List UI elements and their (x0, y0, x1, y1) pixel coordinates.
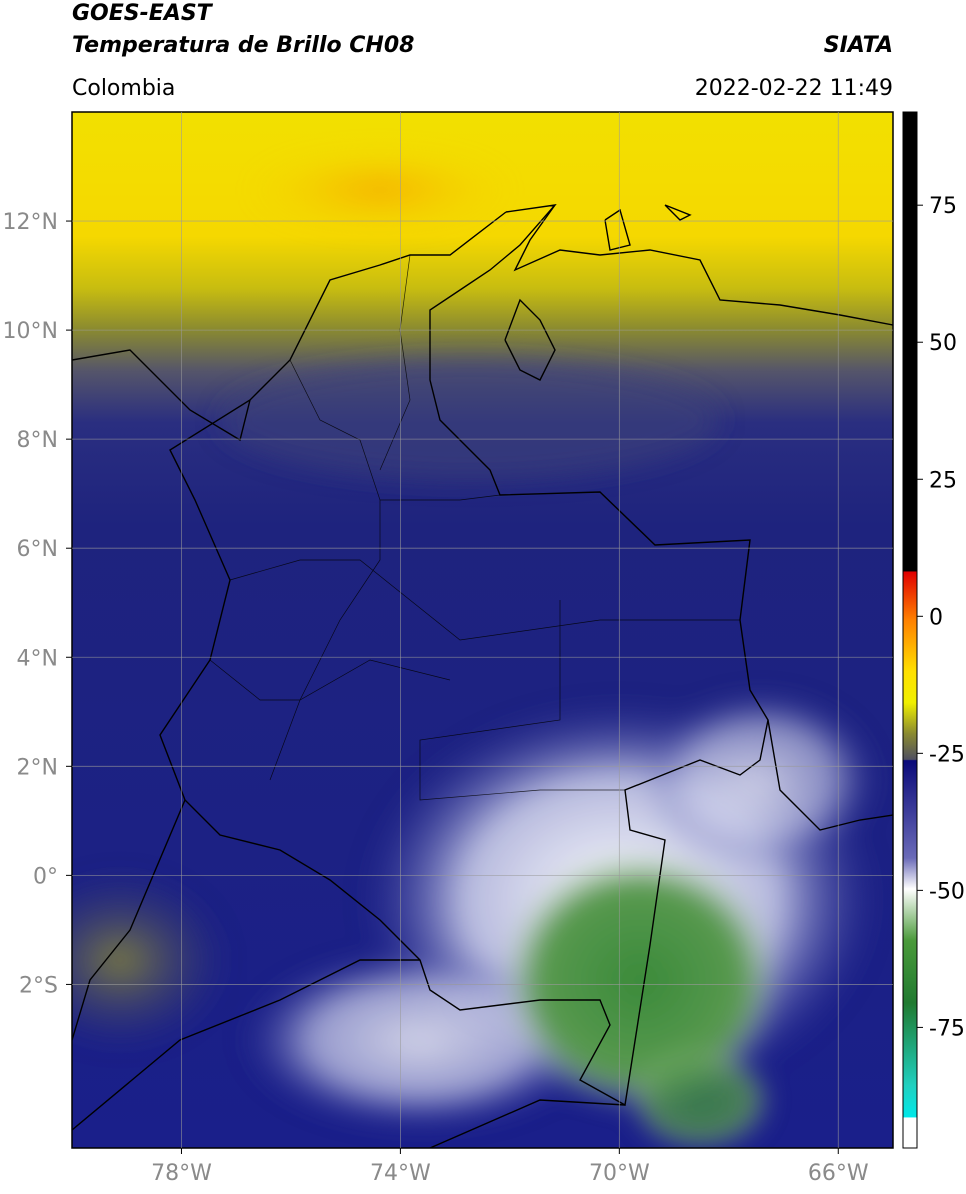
source: SIATA (824, 33, 893, 58)
y-tick-label: 12°N (3, 210, 58, 235)
axis-ticks: 78°W 74°W 70°W 66°W 12°N 10°N 8°N 6°N 4°N 2°N 0° 2°… (3, 194, 965, 1186)
colorbar-tick-label: 0 (929, 605, 943, 630)
region: Colombia (72, 76, 175, 101)
y-tick-label: 2°S (19, 973, 58, 998)
x-tick-label: 74°W (370, 1161, 431, 1186)
y-tick-label: 2°N (17, 755, 58, 780)
colorbar-tick-label: -75 (929, 1016, 965, 1041)
colorbar-tick-label: 50 (929, 331, 957, 356)
satellite-image (72, 112, 893, 1148)
colorbar (902, 111, 918, 1149)
satellite: GOES-EAST (72, 1, 214, 26)
datetime: 2022-02-22 11:49 (695, 76, 893, 101)
graticule (72, 112, 893, 1148)
x-tick-label: 70°W (589, 1161, 650, 1186)
internal-borders (209, 254, 740, 801)
y-tick-label: 8°N (17, 428, 58, 453)
colorbar-tick-label: 75 (929, 194, 957, 219)
borders (72, 204, 893, 1148)
product: Temperatura de Brillo CH08 (72, 33, 414, 58)
x-tick-label: 78°W (151, 1161, 212, 1186)
colorbar-tick-label: -25 (929, 742, 965, 767)
y-tick-label: 10°N (3, 319, 58, 344)
map-frame (71, 111, 894, 1149)
x-tick-label: 66°W (808, 1161, 869, 1186)
colorbar-tick-label: -50 (929, 879, 965, 904)
y-tick-label: 0° (33, 864, 58, 889)
colorbar-tick-label: 25 (929, 468, 957, 493)
image-features (72, 150, 880, 1148)
y-tick-label: 6°N (17, 537, 58, 562)
y-tick-label: 4°N (17, 646, 58, 671)
